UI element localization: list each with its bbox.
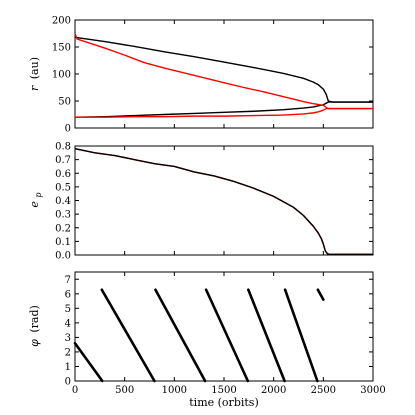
phase-panel-phase-segment (100, 288, 156, 383)
phase-panel-ylabel-unit: (rad) (28, 305, 41, 332)
phase-panel-phase-segment (154, 288, 207, 383)
phase-panel-ytick-label: 6 (65, 289, 71, 300)
phase-panel-xtick-label: 1000 (162, 385, 187, 396)
eccentricity-panel-ylabel-symbol: e (28, 201, 41, 208)
eccentricity-panel-ytick-label: 0.3 (55, 210, 71, 221)
eccentricity-panel-ytick-label: 0.8 (55, 142, 71, 153)
phase-panel-phase-segment (316, 288, 325, 301)
eccentricity-panel-series-line (74, 148, 373, 256)
eccentricity-panel-ytick-label: 0.5 (55, 182, 71, 193)
radius-panel-ytick-label: 0 (65, 124, 71, 135)
radius-panel-ylabel-symbol: r (28, 85, 41, 91)
radius-panel-series-line (74, 36, 373, 103)
eccentricity-panel-x-ticks (74, 146, 374, 255)
eccentricity-panel-series-line (74, 148, 373, 256)
radius-panel: 0 50 100 150 200 r (au) (28, 16, 374, 135)
phase-panel-phase-segment (283, 288, 319, 383)
phase-panel-phase-segment (247, 288, 286, 383)
radius-panel-ytick-label: 150 (52, 43, 71, 54)
eccentricity-panel-ytick-label: 0.6 (55, 169, 71, 180)
phase-panel-xtick-label: 2000 (261, 385, 286, 396)
phase-panel-xtick-label: 3000 (360, 385, 385, 396)
phase-panel-x-ticks: 0 500 1000 1500 2000 2500 3000 (72, 272, 386, 396)
phase-panel-xtick-label: 1500 (211, 385, 236, 396)
phase-panel-points (73, 288, 325, 383)
phase-panel-ytick-label: 3 (65, 333, 71, 344)
eccentricity-panel-ytick-label: 0.4 (55, 196, 71, 207)
eccentricity-panel-ylabel-subscript: p (34, 192, 43, 197)
eccentricity-panel-ytick-label: 0.1 (55, 237, 71, 248)
radius-panel-ylabel: r (au) (28, 57, 41, 91)
phase-panel-ytick-label: 4 (65, 318, 71, 329)
phase-panel-ytick-label: 2 (65, 347, 71, 358)
radius-panel-ytick-label: 200 (52, 16, 71, 27)
x-axis-label: time (orbits) (189, 396, 258, 409)
phase-panel-ylabel-symbol: φ (28, 339, 41, 347)
phase-panel-ytick-label: 5 (65, 304, 71, 315)
phase-panel-ytick-label: 0 (65, 377, 71, 388)
phase-panel-y-ticks: 0 1 2 3 4 5 6 7 (65, 275, 373, 388)
radius-panel-ytick-label: 50 (58, 97, 71, 108)
eccentricity-panel-y-ticks: 0.0 0.1 0.2 0.3 0.4 0.5 0.6 0.7 0.8 (55, 142, 373, 262)
radius-panel-series-line (74, 33, 373, 110)
phase-panel: 0 1 2 3 4 5 6 7 0 500 1000 1500 2000 2500 3000 φ (rad… (28, 271, 386, 409)
phase-panel-ytick-label: 7 (65, 275, 71, 286)
radius-panel-ylabel-unit: (au) (28, 57, 41, 79)
phase-panel-ylabel: φ (rad) (28, 305, 41, 347)
eccentricity-panel-ytick-label: 0.0 (55, 251, 71, 262)
radius-panel-ytick-label: 100 (52, 70, 71, 81)
radius-panel-x-ticks (74, 20, 374, 128)
radius-panel-series-line (75, 107, 373, 118)
phase-panel-phase-segment (204, 288, 250, 383)
eccentricity-panel-ylabel: e p (28, 192, 43, 207)
radius-panel-lines (74, 33, 373, 118)
eccentricity-panel-ytick-label: 0.7 (55, 155, 71, 166)
phase-panel-xtick-label: 2500 (311, 385, 336, 396)
phase-panel-ytick-label: 1 (65, 362, 71, 373)
phase-panel-xtick-label: 500 (115, 385, 134, 396)
radius-panel-series-line (74, 101, 373, 118)
phase-panel-xtick-label: 0 (72, 385, 78, 396)
eccentricity-panel-frame (74, 145, 374, 256)
radius-panel-y-ticks: 0 50 100 150 200 (52, 16, 373, 135)
phase-panel-phase-segment (73, 341, 104, 383)
eccentricity-panel: 0.0 0.1 0.2 0.3 0.4 0.5 0.6 0.7 0.8 e p (28, 142, 374, 262)
eccentricity-panel-lines (74, 148, 373, 256)
eccentricity-panel-ytick-label: 0.2 (55, 223, 71, 234)
